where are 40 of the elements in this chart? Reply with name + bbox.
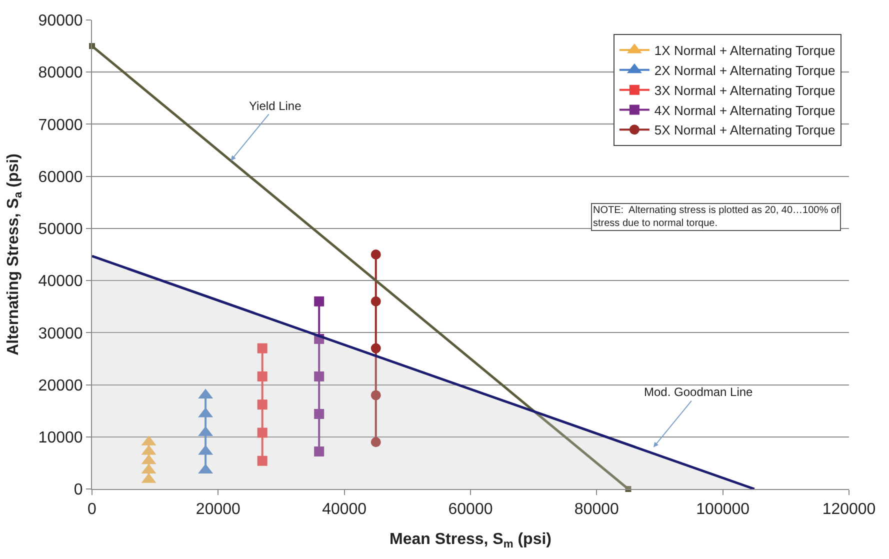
legend-label: 2X Normal + Alternating Torque	[654, 62, 836, 78]
point	[257, 456, 268, 466]
point	[370, 250, 381, 260]
y-tick-label: 60000	[38, 168, 83, 186]
x-tick-label: 100000	[696, 501, 750, 518]
y-tick-label: 50000	[38, 221, 83, 238]
annotation: NOTE: Alternating stress is plotted as 20, 40…100% of stress due to normal torque.	[593, 205, 840, 229]
point	[370, 390, 381, 400]
legend-label: 5X Normal + Alternating Torque	[654, 122, 836, 138]
point	[370, 437, 381, 448]
legend-label: 3X Normal + Alternating Torque	[654, 82, 836, 98]
x-tick-label: 0	[88, 501, 97, 518]
point	[314, 296, 324, 306]
x-tick-label: 40000	[322, 501, 367, 518]
y-tick-label: 80000	[38, 64, 83, 82]
y-tick-label: 10000	[38, 429, 83, 446]
point	[257, 371, 268, 382]
annotation: Yield Line	[249, 99, 302, 113]
point	[257, 400, 268, 410]
y-tick-label: 90000	[38, 12, 83, 30]
x-tick-label: 20000	[196, 501, 241, 518]
point	[314, 408, 324, 419]
x-tick-label: 80000	[574, 501, 620, 518]
point	[370, 296, 381, 306]
point	[370, 343, 381, 354]
annotation: Mod. Goodman Line	[644, 385, 754, 399]
y-tick-label: 30000	[38, 325, 83, 342]
point	[257, 428, 268, 438]
x-axis-title: Mean Stress, S$_{m}$ (psi)	[390, 530, 552, 550]
y-tick-label: 20000	[38, 377, 83, 394]
point	[314, 371, 324, 382]
x-tick-label: 120000	[822, 501, 876, 518]
x-tick-label: 60000	[448, 501, 493, 518]
y-tick-label: 40000	[38, 273, 83, 290]
legend-label: 1X Normal + Alternating Torque	[654, 43, 836, 58]
point	[314, 446, 324, 456]
legend-label: 4X Normal + Alternating Torque	[654, 102, 836, 118]
point	[257, 343, 268, 354]
y-tick-label: 0	[74, 482, 83, 499]
y-tick-label: 70000	[38, 116, 83, 134]
